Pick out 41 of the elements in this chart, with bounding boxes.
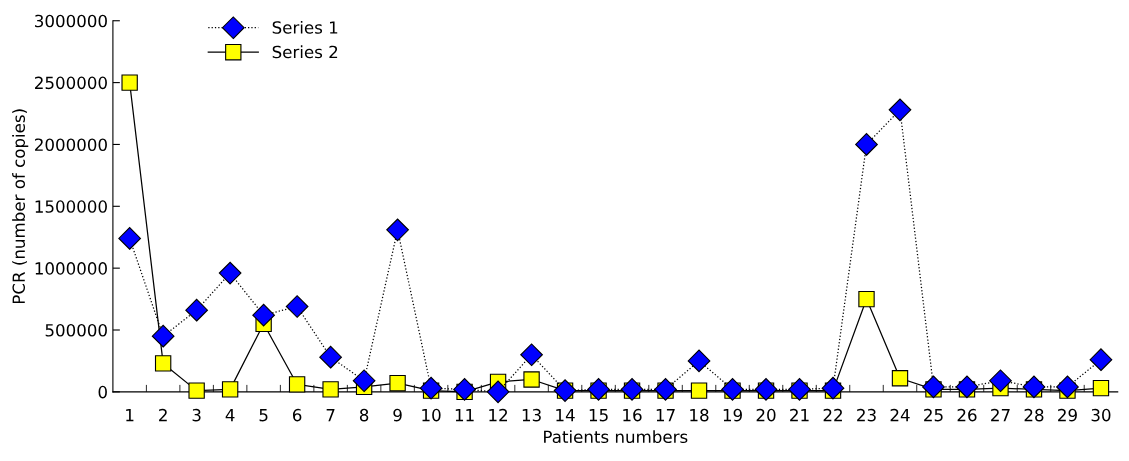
x-tick-label: 18 <box>690 408 709 422</box>
x-tick-label: 16 <box>623 408 642 422</box>
x-tick-label: 19 <box>723 408 742 422</box>
x-tick-label: 11 <box>455 409 474 422</box>
legend-label: Series 2 <box>272 45 338 59</box>
x-tick-label: 22 <box>823 408 842 422</box>
x-tick-label: 10 <box>422 408 441 422</box>
x-tick-label: 30 <box>1091 408 1111 422</box>
x-tick-label: 23 <box>857 408 876 422</box>
y-tick-label: 2000000 <box>35 138 107 152</box>
x-tick-label: 14 <box>556 409 575 422</box>
x-tick-label: 28 <box>1024 408 1044 422</box>
x-tick-label: 6 <box>292 408 302 422</box>
x-tick-label: 17 <box>656 409 675 422</box>
y-tick-label: 3000000 <box>35 14 107 28</box>
y-tick-label: 1500000 <box>35 200 107 213</box>
x-tick-label: 21 <box>790 408 809 422</box>
x-tick-label: 20 <box>756 408 776 422</box>
x-tick-label: 1 <box>126 409 134 422</box>
x-tick-label: 15 <box>589 409 608 422</box>
x-tick-label: 29 <box>1058 408 1077 422</box>
y-tick-label: 0 <box>98 385 107 399</box>
x-tick-label: 8 <box>359 408 369 422</box>
x-tick-label: 2 <box>159 408 167 422</box>
y-tick-label: 2500000 <box>35 76 107 90</box>
x-tick-label: 13 <box>522 408 541 422</box>
x-tick-label: 24 <box>890 408 910 422</box>
x-tick-label: 3 <box>192 408 201 422</box>
y-tick-label: 1000000 <box>35 262 107 275</box>
x-tick-label: 7 <box>326 409 335 422</box>
x-tick-label: 27 <box>991 408 1010 422</box>
x-tick-label: 25 <box>924 408 943 422</box>
y-tick-label: 500000 <box>45 323 107 337</box>
x-tick-label: 4 <box>225 409 235 422</box>
x-axis-title: Patients numbers <box>544 430 688 444</box>
x-tick-label: 26 <box>957 408 977 422</box>
y-axis-title: PCR (number of copies) <box>12 109 29 304</box>
x-tick-label: 5 <box>259 409 268 422</box>
legend-label: Series 1 <box>272 20 338 34</box>
x-tick-label: 12 <box>489 408 508 422</box>
x-tick-label: 9 <box>393 408 402 422</box>
